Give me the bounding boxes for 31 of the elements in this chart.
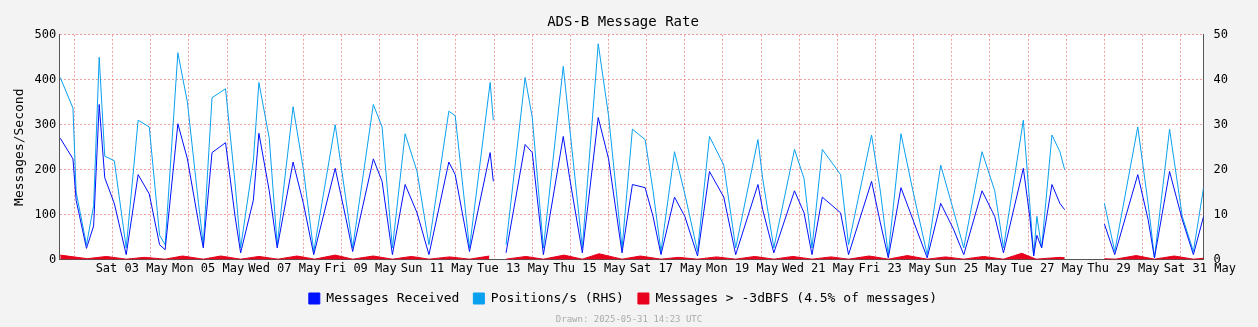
y2-tick-label: 10 — [1213, 206, 1228, 221]
x-tick-label: Fri 09 May — [324, 260, 397, 275]
chart-title: ADS-B Message Rate — [547, 13, 699, 30]
y-tick-label: 300 — [34, 116, 57, 131]
text: Drawn: 2025-05-31 14:23 UTC — [555, 313, 703, 324]
x-tick-label: Fri 23 May — [858, 260, 931, 275]
y2-tick-label: 30 — [1213, 116, 1228, 131]
y2-tick-label: 20 — [1213, 161, 1228, 176]
x-tick-label: Wed 21 May — [782, 260, 855, 275]
y-tick-label: 100 — [34, 206, 57, 221]
x-tick-label: Sat 03 May — [95, 260, 168, 275]
y-tick-label: 0 — [49, 251, 57, 266]
x-tick-label: Tue 13 May — [477, 260, 550, 275]
x-tick-label: Tue 27 May — [1011, 260, 1084, 275]
legend-label: Positions/s (RHS) — [490, 289, 624, 305]
x-tick-label: Thu 29 May — [1087, 260, 1160, 275]
x-tick-label: Sun 11 May — [400, 260, 474, 275]
y2-tick-label: 50 — [1213, 26, 1228, 41]
y-axis-title: Messages/Second — [11, 88, 27, 206]
legend-label: Messages > -3dBFS (4.5% of messages) — [655, 289, 938, 305]
y2-tick-label: 40 — [1213, 71, 1228, 86]
legend-label: Messages Received — [326, 289, 460, 305]
x-tick-label: Mon 19 May — [705, 260, 779, 275]
x-tick-label: Wed 07 May — [248, 260, 321, 275]
x-tick-label: Mon 05 May — [171, 260, 245, 275]
y-tick-label: 200 — [34, 161, 57, 176]
x-tick-label: Sat 17 May — [629, 260, 702, 275]
x-tick-label: Sun 25 May — [934, 260, 1008, 275]
y-tick-label: 500 — [34, 26, 57, 41]
x-tick-label: Thu 15 May — [553, 260, 626, 275]
y-tick-label: 400 — [34, 71, 57, 86]
